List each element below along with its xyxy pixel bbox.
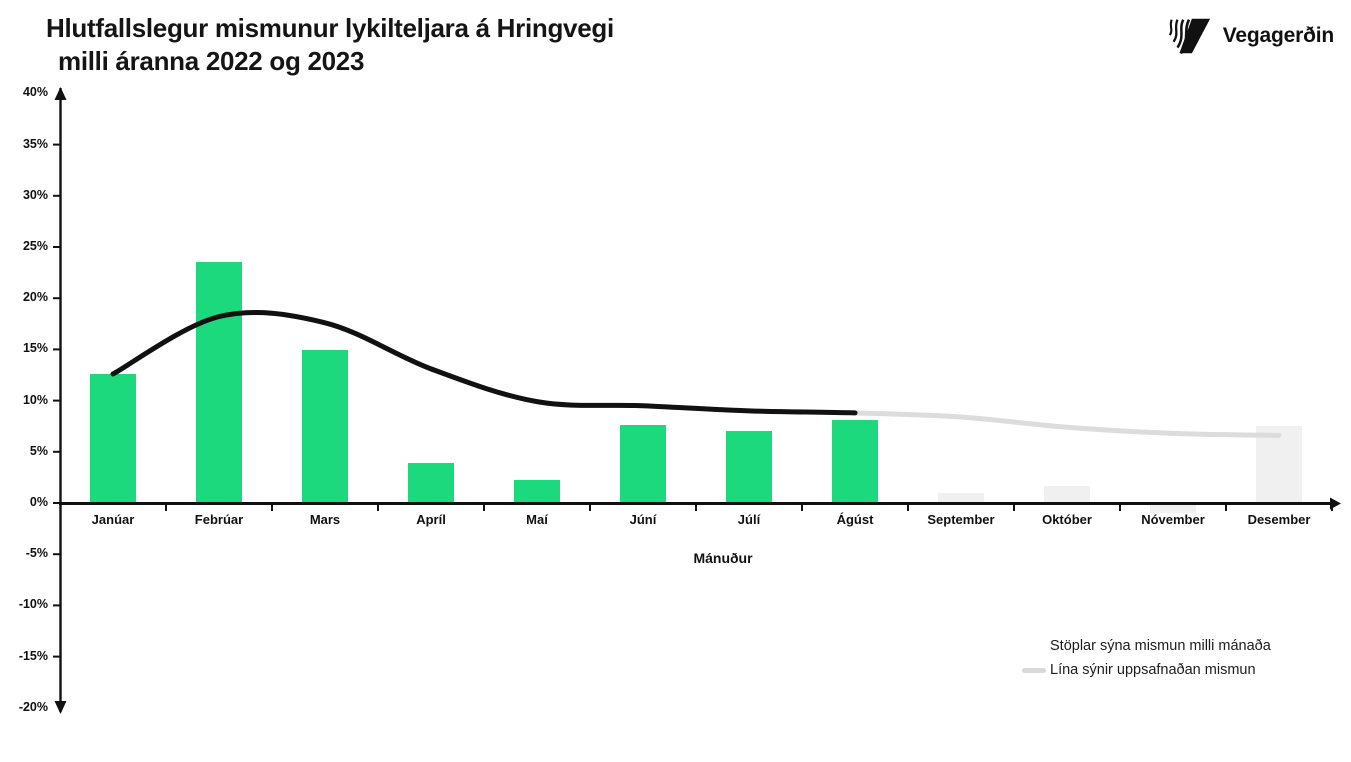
bar-febrúar — [196, 262, 242, 503]
y-axis-label-30: 30% — [22, 187, 48, 202]
month-label-desember: Desember — [1247, 512, 1311, 527]
vegagerdin-logo-icon — [1168, 18, 1210, 55]
legend-line-swatch — [1022, 667, 1046, 673]
bar-október — [1044, 485, 1090, 503]
bar-desember — [1256, 426, 1302, 503]
bar-apríl — [408, 463, 454, 503]
y-axis-label--20: -20% — [18, 699, 48, 714]
bar-júlí — [726, 431, 772, 503]
bar-nóvember — [1150, 503, 1196, 514]
month-label-apríl: Apríl — [416, 512, 446, 527]
y-axis-label-10: 10% — [22, 392, 48, 407]
month-label-júlí: Júlí — [737, 512, 761, 527]
bar-júní — [620, 425, 666, 503]
legend-line-label: Lína sýnir uppsafnaðan mismun — [1050, 662, 1256, 678]
month-label-september: September — [927, 512, 995, 527]
month-label-febrúar: Febrúar — [194, 512, 244, 527]
page-title-line2: milli áranna 2022 og 2023 — [58, 46, 365, 76]
y-axis-label-25: 25% — [22, 239, 48, 253]
x-axis-arrow — [1330, 497, 1341, 510]
y-axis-label-5: 5% — [29, 443, 48, 458]
page-title: Hlutfallslegur mismunur lykilteljara á H… — [46, 12, 614, 78]
month-label-nóvember: Nóvember — [1141, 512, 1205, 527]
legend-row-bars: Stöplar sýna mismun milli mánaða — [1022, 634, 1271, 658]
legend-row-line: Lína sýnir uppsafnaðan mismun — [1022, 658, 1271, 682]
month-label-ágúst: Ágúst — [836, 512, 874, 527]
bar-janúar — [90, 373, 136, 503]
cumulative-line-projection — [852, 410, 1282, 438]
legend-bar-label: Stöplar sýna mismun milli mánaða — [1050, 638, 1271, 654]
month-label-október: Október — [1042, 512, 1092, 527]
chart-legend: Stöplar sýna mismun milli mánaða Lína sý… — [1022, 634, 1271, 682]
bar-ágúst — [832, 420, 878, 503]
bar-september — [938, 492, 984, 503]
bar-mars — [302, 350, 348, 503]
y-axis-label-20: 20% — [22, 290, 48, 305]
page-title-line1: Hlutfallslegur mismunur lykilteljara á H… — [46, 13, 614, 43]
bar-maí — [514, 480, 560, 503]
month-label-maí: Maí — [526, 512, 548, 527]
month-label-janúar: Janúar — [91, 512, 135, 527]
vegagerdin-logo-text: Vegagerðin — [1222, 24, 1334, 47]
y-axis-label-15: 15% — [22, 341, 48, 356]
month-label-mars: Mars — [309, 512, 341, 527]
month-label-júní: Júní — [629, 512, 657, 527]
y-axis-arrow-up — [54, 87, 67, 100]
y-axis-label--10: -10% — [18, 597, 48, 612]
y-axis-label--5: -5% — [25, 546, 48, 561]
vegagerdin-logo: Vegagerðin — [1165, 16, 1334, 56]
y-axis-arrow-down — [54, 701, 67, 714]
y-axis-label-40: 40% — [22, 85, 48, 100]
x-axis-title: Mánuður — [693, 550, 753, 566]
y-axis-label-35: 35% — [22, 136, 48, 151]
y-axis-label-0: 0% — [29, 495, 48, 509]
y-axis-label--15: -15% — [18, 648, 48, 663]
